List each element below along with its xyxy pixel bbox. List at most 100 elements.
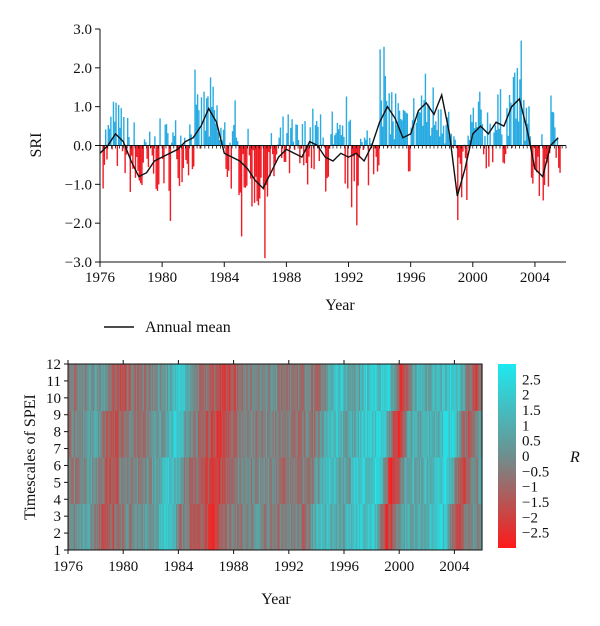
heatmap-cell <box>461 364 464 411</box>
sri-bar <box>168 145 170 191</box>
heatmap-cell <box>309 364 312 411</box>
heatmap-cell <box>338 364 340 411</box>
heatmap-cell <box>388 364 391 411</box>
heatmap-cell <box>197 457 200 504</box>
sri-bar <box>510 102 512 146</box>
heatmap-cell <box>81 364 84 411</box>
heatmap-cell <box>372 503 375 551</box>
sri-bar <box>428 105 431 146</box>
heatmap-cell <box>302 364 305 411</box>
heatmap-cell <box>439 457 442 504</box>
heatmap-cell <box>224 503 227 551</box>
sri-bar <box>534 145 537 170</box>
heatmap-cell <box>286 457 289 504</box>
heatmap-cell <box>401 410 404 458</box>
heatmap-cell <box>208 503 211 551</box>
sri-bar <box>198 110 200 146</box>
heatmap-cell <box>126 364 129 411</box>
heatmap-cell <box>434 410 437 458</box>
sri-bar <box>204 130 207 146</box>
sri-bar <box>352 145 354 157</box>
heatmap-cell <box>252 503 254 551</box>
heatmap-cell <box>179 503 182 551</box>
heatmap-cell <box>341 503 344 551</box>
sri-bar <box>114 121 116 146</box>
sri-bar <box>375 145 377 157</box>
heatmap-cell <box>325 410 328 458</box>
sri-bar <box>293 145 296 150</box>
heatmap-cell <box>69 457 71 504</box>
heatmap-cell <box>377 457 380 504</box>
heatmap-cell <box>277 364 280 411</box>
heatmap-cell <box>321 457 323 504</box>
heatmap-cell <box>227 410 230 458</box>
heatmap-cell <box>286 410 289 458</box>
heatmap-cell <box>142 410 145 458</box>
heatmap-cell <box>388 410 391 458</box>
heatmap-cell <box>460 503 462 551</box>
heatmap-cell <box>356 364 359 411</box>
heatmap-cell <box>299 457 301 504</box>
heatmap-cell <box>319 364 322 411</box>
heatmap-cell <box>442 410 445 458</box>
heatmap-frame <box>67 363 483 551</box>
heatmap-cell <box>229 410 231 458</box>
sri-bar <box>383 46 385 146</box>
heatmap-cell <box>254 364 257 411</box>
heatmap-cell <box>287 364 290 411</box>
heatmap-cell <box>200 410 202 458</box>
heatmap-cell <box>253 457 255 504</box>
heatmap-cell <box>375 503 377 551</box>
heatmap-cell <box>210 503 213 551</box>
heatmap-cell <box>210 410 213 458</box>
heatmap-cell <box>375 457 377 504</box>
heatmap-cell <box>425 410 428 458</box>
heatmap-cell <box>417 503 420 551</box>
heatmap-cell <box>257 503 260 551</box>
heatmap-cell <box>302 503 305 551</box>
sri-bar <box>382 126 384 146</box>
heatmap-cell <box>283 457 285 504</box>
heatmap-cell <box>253 503 255 551</box>
heatmap-cell <box>475 364 477 411</box>
heatmap-cell <box>102 457 105 504</box>
heatmap-cell <box>432 457 435 504</box>
heatmap-cell <box>235 364 238 411</box>
heatmap-cells <box>68 364 483 551</box>
heatmap-cell <box>166 364 169 411</box>
sri-bar <box>255 145 257 177</box>
heatmap-cell <box>306 457 308 504</box>
sri-bar <box>503 145 506 164</box>
heatmap-cell <box>403 410 406 458</box>
heatmap-cell <box>229 364 231 411</box>
heatmap-cell <box>215 364 217 411</box>
heatmap-cell <box>135 457 138 504</box>
heatmap-cell <box>216 364 219 411</box>
heatmap-cell <box>373 503 376 551</box>
heatmap-cell <box>453 457 455 504</box>
heatmap-cell <box>204 410 207 458</box>
heatmap-cell <box>426 457 429 504</box>
sri-bar <box>415 122 418 146</box>
heatmap-cell <box>97 457 100 504</box>
sri-bar <box>410 127 412 146</box>
heatmap-cell <box>361 503 363 551</box>
heatmap-cell <box>103 503 106 551</box>
sri-bar <box>341 125 344 146</box>
heatmap-cell <box>319 503 322 551</box>
sri-bar <box>174 120 177 146</box>
heatmap-cell <box>127 457 130 504</box>
heatmap-cell <box>332 457 335 504</box>
heatmap-cell <box>392 503 395 551</box>
sri-bar <box>284 145 287 162</box>
heatmap-cell <box>252 457 254 504</box>
heatmap-cell <box>418 503 421 551</box>
heatmap-cell <box>132 364 135 411</box>
heatmap-cell <box>199 457 201 504</box>
heatmap-cell <box>452 457 454 504</box>
heatmap-cell <box>327 410 330 458</box>
sri-bar <box>379 49 381 146</box>
x-axis-label: Year <box>325 297 355 314</box>
sri-bar <box>556 138 559 146</box>
heatmap-cell <box>137 457 139 504</box>
